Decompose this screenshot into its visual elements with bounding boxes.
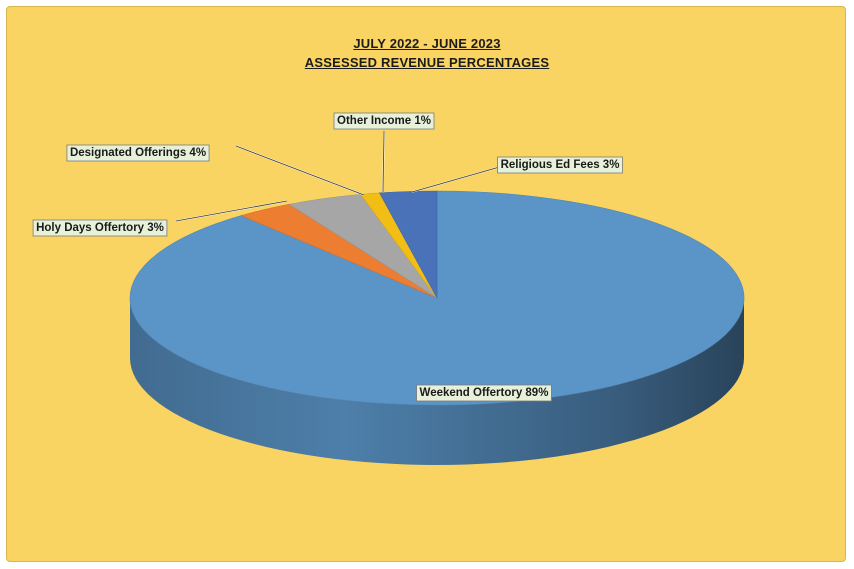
leader-line-dark-1 (175, 200, 288, 222)
slice-label-1: Holy Days Offertory 3% (36, 222, 164, 234)
slice-label-2: Designated Offerings 4% (70, 147, 206, 159)
leader-line-dark-3 (382, 130, 385, 194)
leader-lines (175, 130, 504, 222)
leader-line-dark-2 (235, 145, 365, 196)
slice-label-box-4 (497, 156, 623, 174)
chart-subtitle: ASSESSED REVENUE PERCENTAGES (304, 55, 550, 70)
chart-title: JULY 2022 - JUNE 2023 (353, 36, 501, 51)
slice-label-box-3 (333, 112, 435, 130)
leader-line-dark-4 (411, 165, 504, 193)
slice-label-box-0 (416, 384, 552, 402)
slice-label-4: Religious Ed Fees 3% (501, 159, 620, 171)
pie-3d-sides (130, 298, 744, 465)
slice-label-0: Weekend Offertory 89% (420, 387, 549, 399)
pie-slice-4 (378, 190, 438, 299)
slice-label-box-2 (66, 144, 210, 162)
pie-slices (129, 190, 745, 406)
slice-label-3: Other Income 1% (337, 115, 431, 127)
slice-label-box-1 (32, 219, 168, 237)
slice-side-0 (130, 298, 744, 465)
slice-labels: Weekend Offertory 89% Holy Days Offertory… (32, 112, 623, 402)
